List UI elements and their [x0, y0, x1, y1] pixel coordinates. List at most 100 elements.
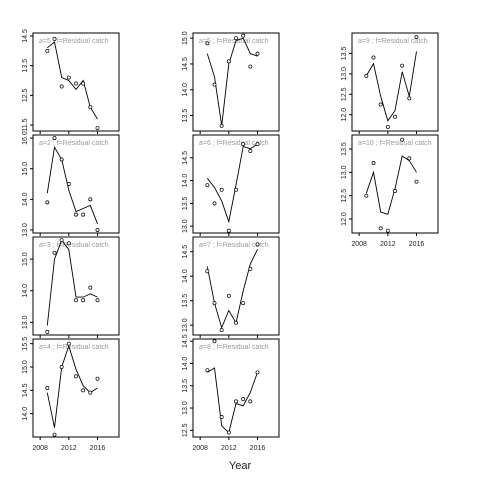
- data-point: [385, 228, 390, 233]
- y-tick-label: 14.0: [182, 83, 189, 97]
- data-point: [378, 226, 383, 231]
- data-point: [59, 365, 64, 369]
- panel-label: a=6 ; f=Residual catch: [199, 140, 269, 147]
- data-point: [88, 285, 93, 290]
- y-tick-label: 13.0: [182, 401, 189, 415]
- data-point: [88, 390, 93, 395]
- y-tick-label: 14.0: [22, 192, 29, 206]
- data-point: [52, 36, 57, 41]
- data-point: [74, 374, 78, 379]
- data-point: [81, 388, 86, 393]
- panel-frame: [32, 32, 120, 132]
- data-point: [255, 51, 260, 56]
- x-tick-label: 2008: [32, 445, 48, 452]
- data-point: [219, 328, 224, 333]
- y-tick-label: 12.5: [341, 87, 348, 101]
- fit-line: [206, 143, 258, 224]
- x-tick-label: 2016: [90, 445, 106, 452]
- fit-line: [46, 239, 98, 326]
- y-tick-label: 15.0: [22, 162, 29, 176]
- data-point: [52, 250, 57, 255]
- y-tick-label: 14.0: [182, 269, 189, 283]
- x-tick-label: 2016: [250, 445, 266, 452]
- data-point: [88, 105, 93, 110]
- data-point: [226, 430, 231, 435]
- data-point: [255, 142, 260, 147]
- data-point: [52, 432, 57, 437]
- y-tick-label: 15.0: [22, 252, 29, 266]
- data-point: [45, 329, 50, 334]
- panel-label: a=3 ; f=Residual catch: [39, 242, 109, 249]
- y-tick-label: 14.0: [22, 284, 29, 298]
- x-tick-label: 2012: [61, 445, 77, 452]
- fit-line: [206, 249, 258, 330]
- data-point: [74, 298, 78, 303]
- data-point: [241, 142, 246, 147]
- data-point: [241, 301, 246, 306]
- panel-label: a=2 ; f=Residual catch: [39, 140, 109, 147]
- data-point: [74, 212, 78, 217]
- data-point: [385, 124, 390, 129]
- panel-frame: [192, 32, 280, 132]
- y-tick-label: 13.5: [22, 59, 29, 73]
- data-point: [45, 386, 50, 390]
- y-tick-label: 13.0: [22, 223, 29, 237]
- y-tick-label: 13.5: [341, 46, 348, 60]
- fit-line: [46, 344, 98, 428]
- data-point: [248, 266, 253, 271]
- data-point: [74, 81, 78, 86]
- panel-frame: [351, 134, 439, 234]
- data-point: [407, 96, 412, 101]
- data-point: [205, 183, 210, 188]
- data-point: [95, 227, 100, 232]
- data-point: [255, 370, 260, 375]
- y-tick-label: 14.0: [182, 357, 189, 371]
- data-point: [95, 126, 100, 130]
- panel-frame: [32, 236, 120, 336]
- data-point: [59, 238, 64, 243]
- panel-frame: [351, 32, 439, 132]
- data-point: [66, 341, 71, 346]
- data-point: [407, 156, 412, 161]
- y-tick-label: 12.5: [182, 423, 189, 437]
- panel-label: a=5 ; f=Residual catch: [39, 38, 109, 45]
- panel-label: a=8 ; f=Residual catch: [199, 344, 269, 351]
- panel-label: a=4 ; f=Residual catch: [39, 344, 109, 351]
- y-tick-label: 12.0: [341, 108, 348, 122]
- data-point: [88, 197, 93, 202]
- data-point: [219, 187, 224, 192]
- x-tick-label: 2012: [380, 241, 396, 248]
- y-tick-label: 13.5: [182, 196, 189, 210]
- y-tick-label: 13.5: [341, 142, 348, 156]
- panel-frame: [192, 338, 280, 438]
- y-tick-label: 16.0: [22, 131, 29, 145]
- data-point: [234, 399, 238, 404]
- data-point: [212, 339, 217, 344]
- data-point: [95, 298, 100, 303]
- y-tick-label: 15.5: [22, 337, 29, 351]
- data-point: [226, 228, 231, 233]
- x-tick-label: 2008: [351, 241, 367, 248]
- data-point: [212, 201, 217, 206]
- panel-frame: [192, 134, 280, 234]
- panel-frame: [32, 134, 120, 234]
- data-point: [205, 41, 210, 46]
- y-tick-label: 11.5: [22, 118, 29, 131]
- data-point: [219, 123, 224, 128]
- data-point: [234, 36, 238, 41]
- y-tick-label: 13.5: [182, 294, 189, 308]
- panel-label: a=7 ; f=Residual catch: [199, 242, 269, 249]
- y-tick-label: 15.0: [182, 31, 189, 45]
- data-point: [234, 187, 238, 192]
- data-point: [52, 136, 57, 141]
- y-tick-label: 14.0: [22, 407, 29, 421]
- x-axis-title: Year: [228, 460, 252, 472]
- x-tick-label: 2016: [409, 241, 425, 248]
- fit-line: [207, 367, 258, 434]
- x-tick-label: 2012: [221, 445, 237, 452]
- y-tick-label: 14.5: [22, 29, 29, 43]
- data-point: [241, 397, 246, 402]
- data-point: [364, 73, 369, 78]
- data-point: [414, 179, 419, 184]
- data-point: [81, 81, 86, 86]
